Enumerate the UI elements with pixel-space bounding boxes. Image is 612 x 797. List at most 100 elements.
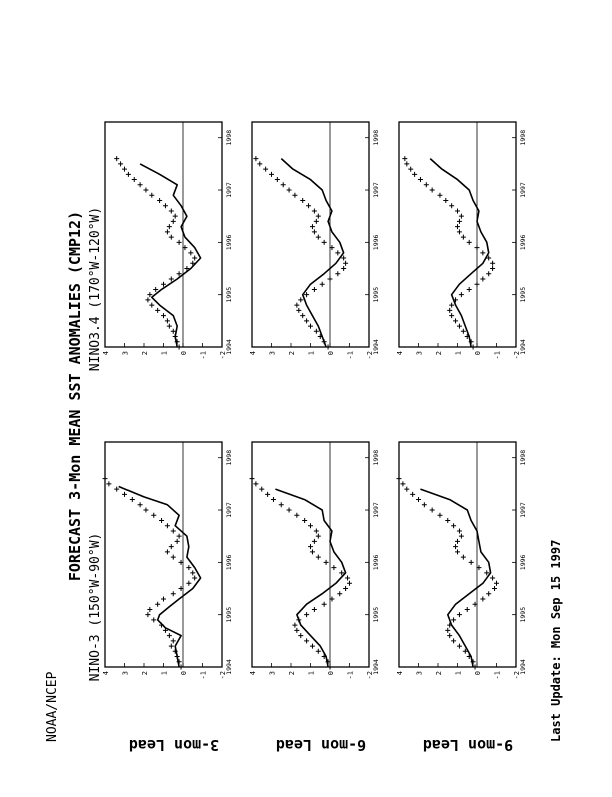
observed-cross-point	[468, 559, 474, 565]
x-tick-label: 1995	[372, 287, 380, 303]
y-tick-label: 3	[269, 671, 277, 675]
observed-cross-point	[155, 601, 161, 607]
y-tick-label: 4	[102, 351, 110, 355]
observed-cross-point	[114, 486, 120, 492]
observed-cross-point	[490, 266, 496, 272]
observed-cross-point	[168, 544, 174, 550]
observed-cross-point	[102, 476, 108, 482]
observed-cross-point	[143, 187, 149, 193]
observed-cross-point	[286, 507, 292, 513]
observed-cross-point	[162, 627, 168, 633]
panel-nino34-3mon: -2 -1 0 1 2 3 4 1994 1995 1996 1997 1998	[102, 121, 233, 359]
observed-cross-point	[429, 507, 435, 513]
y-tick-label: 0	[474, 671, 482, 675]
observed-cross-point	[166, 323, 172, 329]
x-tick-label: 1998	[372, 130, 380, 146]
x-tick-label: 1994	[225, 339, 233, 355]
observed-cross-point	[445, 517, 451, 523]
observed-cross-point	[486, 591, 492, 597]
observed-cross-point	[456, 218, 462, 224]
observed-cross-point	[341, 255, 347, 261]
observed-cross-point	[313, 218, 319, 224]
observed-cross-point	[122, 491, 127, 497]
y-tick-label: 0	[180, 351, 188, 355]
observed-cross-point	[410, 491, 416, 497]
observed-cross-point	[317, 334, 323, 340]
observed-cross-point	[474, 245, 480, 251]
main-title: FORECAST 3-Mon MEAN SST ANOMALIES (CMP12…	[66, 211, 84, 581]
x-tick-label: 1998	[225, 450, 233, 466]
observed-cross-point	[417, 177, 423, 183]
x-tick-label: 1996	[372, 234, 380, 250]
observed-cross-point	[323, 559, 329, 565]
observed-cross-point	[311, 538, 317, 544]
observed-cross-point	[327, 276, 333, 282]
y-tick-label: 4	[249, 351, 257, 355]
x-tick-label: 1997	[372, 502, 380, 518]
observed-cross-point	[125, 171, 131, 177]
observed-cross-point	[106, 481, 112, 487]
observed-cross-point	[253, 156, 259, 162]
observed-cross-point	[492, 586, 498, 592]
observed-cross-point	[464, 334, 470, 340]
y-tick-label: 4	[396, 351, 404, 355]
observed-cross-point	[466, 286, 472, 292]
observed-cross-point	[178, 664, 184, 670]
observed-cross-point	[178, 586, 184, 592]
observed-cross-point	[145, 297, 151, 303]
column-title-nino34: NINO3.4 (170°W-120°W)	[88, 207, 103, 371]
observed-cross-point	[329, 596, 335, 602]
y-tick-label: 2	[141, 351, 149, 355]
observed-cross-point	[321, 601, 327, 607]
observed-cross-point	[470, 344, 476, 350]
observed-cross-point	[462, 648, 468, 654]
observed-cross-point	[168, 276, 174, 282]
y-tick-label: 1	[161, 671, 169, 675]
observed-cross-point	[337, 591, 343, 597]
observed-cross-point	[423, 182, 429, 188]
observed-cross-point	[176, 344, 182, 350]
observed-cross-point	[453, 318, 459, 324]
observed-cross-point	[319, 281, 325, 287]
observed-cross-point	[172, 213, 178, 219]
observed-cross-point	[468, 339, 474, 345]
observed-cross-point	[451, 523, 457, 529]
y-tick-label: 3	[269, 351, 277, 355]
observed-cross-point	[335, 250, 341, 256]
observed-cross-point	[321, 339, 327, 345]
observed-cross-point	[188, 250, 194, 256]
observed-cross-point	[396, 476, 402, 482]
observed-cross-point	[192, 575, 198, 581]
y-tick-label: 4	[396, 671, 404, 675]
observed-cross-point	[176, 659, 182, 665]
forecast-line	[118, 485, 202, 668]
observed-cross-point	[464, 606, 470, 612]
observed-cross-point	[308, 323, 313, 329]
y-tick-label: -1	[200, 671, 208, 679]
observed-cross-point	[166, 633, 172, 639]
x-tick-label: 1997	[372, 182, 380, 198]
x-tick-label: 1996	[372, 554, 380, 570]
observed-cross-point	[437, 192, 443, 198]
observed-cross-point	[151, 617, 157, 623]
observed-cross-point	[298, 633, 304, 639]
observed-cross-point	[172, 334, 178, 340]
observed-cross-point	[466, 654, 472, 660]
x-tick-label: 1995	[372, 607, 380, 623]
observed-cross-point	[263, 166, 269, 172]
observed-cross-point	[315, 554, 321, 560]
panel-frame	[251, 441, 370, 668]
observed-cross-point	[490, 575, 496, 581]
observed-cross-point	[443, 197, 449, 203]
observed-cross-point	[408, 166, 414, 172]
observed-cross-point	[472, 601, 478, 607]
observed-cross-point	[176, 271, 182, 277]
observed-cross-point	[325, 659, 331, 665]
x-tick-label: 1997	[225, 182, 233, 198]
forecast-line	[275, 488, 347, 668]
observed-cross-point	[494, 580, 499, 586]
x-tick-label: 1994	[372, 659, 380, 675]
observed-cross-point	[456, 229, 462, 235]
observed-cross-point	[456, 323, 462, 329]
y-tick-label: 2	[141, 671, 149, 675]
